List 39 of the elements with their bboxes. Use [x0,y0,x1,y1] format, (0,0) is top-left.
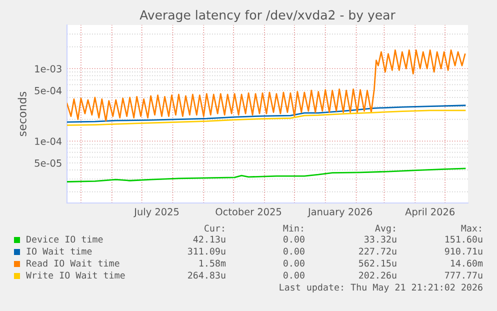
text: 42.13u [193,236,226,243]
text: 1.58m [200,260,226,267]
text: 0.00 [284,272,304,279]
y-axis-title: seconds [18,92,26,136]
text: Last update: Thu May 21 21:21:02 2026 [280,284,482,292]
text: 202.26u [359,272,396,279]
text: Avg: [375,224,395,234]
y-tick-label: 5e-05 [34,159,62,167]
chart-title: Average latency for /dev/xvda2 - by year [140,10,396,22]
x-tick-label: October 2025 [216,208,282,216]
text: 311.09u [188,248,226,255]
x-tick-label: April 2026 [405,208,455,218]
legend-label: Device IO time [26,236,103,243]
legend-label: Write IO Wait time [26,272,125,279]
text: 562.15u [359,260,396,267]
text: 227.72u [359,248,396,255]
text: 264.83u [188,272,226,279]
x-tick-label: January 2026 [307,208,372,218]
text: Cur: [204,224,224,232]
text: Min: [283,224,303,232]
text: 910.71u [444,248,482,255]
text: 151.60u [445,236,482,243]
y-tick-label: 1e-03 [35,65,62,72]
text: 14.60m [450,260,483,267]
line-series [67,110,466,126]
line-series [67,104,466,123]
text: 0.00 [284,236,304,243]
x-tick-label: July 2025 [134,208,179,218]
text: 33.32u [364,236,396,243]
text: Max: [461,224,481,232]
line-series [67,49,466,122]
y-tick-label: 1e-04 [35,138,62,145]
text: 777.77u [444,272,482,279]
text: 0.00 [284,260,304,267]
line-series [67,168,466,182]
legend-label: IO Wait time [26,248,92,255]
legend-label: Read IO Wait time [26,260,120,267]
text: 0.00 [284,248,304,255]
y-tick-label: 5e-04 [34,86,62,94]
